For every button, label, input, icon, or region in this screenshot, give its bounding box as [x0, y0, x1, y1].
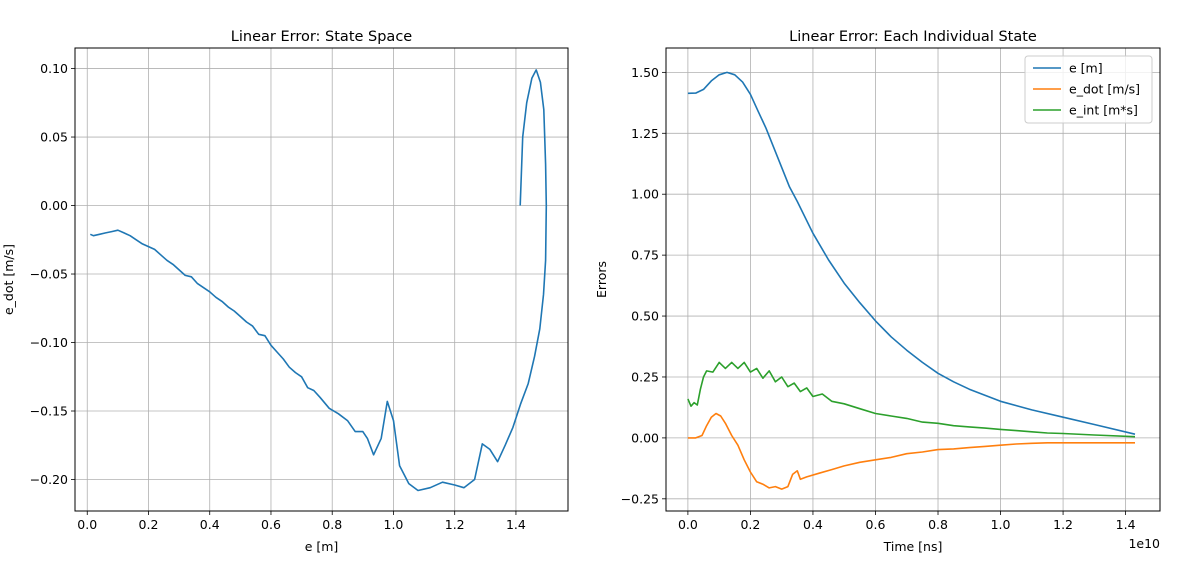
x-tick-label: 0.4: [200, 517, 220, 532]
plot-area-right: [665, 47, 1161, 512]
x-tick-label: 1.2: [445, 517, 465, 532]
chart-left: 0.0 0.2 0.4 0.6 0.8 1.0 1.2 1.4 0.10 0.05 0.00 −0.0…: [1, 29, 569, 554]
y-tick-label: −0.25: [621, 491, 659, 506]
y-tick-label: 0.10: [40, 61, 68, 76]
y-tick-label: 0.00: [40, 198, 68, 213]
x-axis-label: e [m]: [305, 539, 339, 554]
x-tick-label: 0.2: [139, 517, 159, 532]
x-tick-label: 0.0: [77, 517, 97, 532]
legend-label: e_int [m*s]: [1069, 103, 1138, 118]
legend-frame: [1024, 55, 1153, 124]
y-tick-label: 0.50: [631, 309, 659, 324]
x-tick-label: 1.0: [384, 517, 404, 532]
x-tick-label: 0.8: [928, 517, 948, 532]
y-tick-label: −0.20: [30, 472, 68, 487]
y-axis-label: Errors: [594, 261, 609, 298]
x-tick-label: 1.0: [991, 517, 1011, 532]
y-tick-label: 1.25: [631, 126, 659, 141]
y-axis-label: e_dot [m/s]: [1, 244, 16, 315]
series-line-e-int: [687, 361, 1136, 438]
legend-label: e_dot [m/s]: [1069, 82, 1140, 97]
x-tick-label: 0.0: [678, 517, 698, 532]
y-tick-label: 0.75: [631, 248, 659, 263]
x-tick-label: 0.8: [322, 517, 342, 532]
chart-title: Linear Error: Each Individual State: [789, 29, 1037, 45]
series-line-e-dot: [687, 412, 1135, 490]
y-tick-label: 0.05: [40, 130, 68, 145]
y-tick-label: −0.10: [30, 335, 68, 350]
y-tick-label: 1.50: [631, 65, 659, 80]
x-tick-label: 0.4: [803, 517, 823, 532]
chart-right: 0.0 0.2 0.4 0.6 0.8 1.0 1.2 1.4 1.50 1.25 1.00 0.75…: [594, 29, 1161, 554]
y-tick-label: −0.15: [30, 404, 68, 419]
y-tick-label: 0.00: [631, 430, 659, 445]
series-line-e: [687, 71, 1136, 435]
chart-title: Linear Error: State Space: [231, 29, 413, 45]
x-tick-label: 0.2: [740, 517, 760, 532]
plot-area-left: [74, 47, 569, 512]
x-axis-offset-text: 1e10: [1128, 536, 1160, 551]
y-tick-label: 1.00: [631, 187, 659, 202]
x-axis-label: Time [ns]: [883, 539, 943, 554]
legend: e [m] e_dot [m/s] e_int [m*s]: [1024, 55, 1153, 124]
x-tick-label: 1.4: [1116, 517, 1136, 532]
legend-label: e [m]: [1069, 61, 1103, 76]
x-tick-label: 1.2: [1053, 517, 1073, 532]
x-tick-label: 1.4: [506, 517, 526, 532]
x-tick-label: 0.6: [261, 517, 281, 532]
x-tick-label: 0.6: [866, 517, 886, 532]
y-tick-label: −0.05: [30, 267, 68, 282]
y-tick-label: 0.25: [631, 369, 659, 384]
series-line: [89, 69, 548, 492]
